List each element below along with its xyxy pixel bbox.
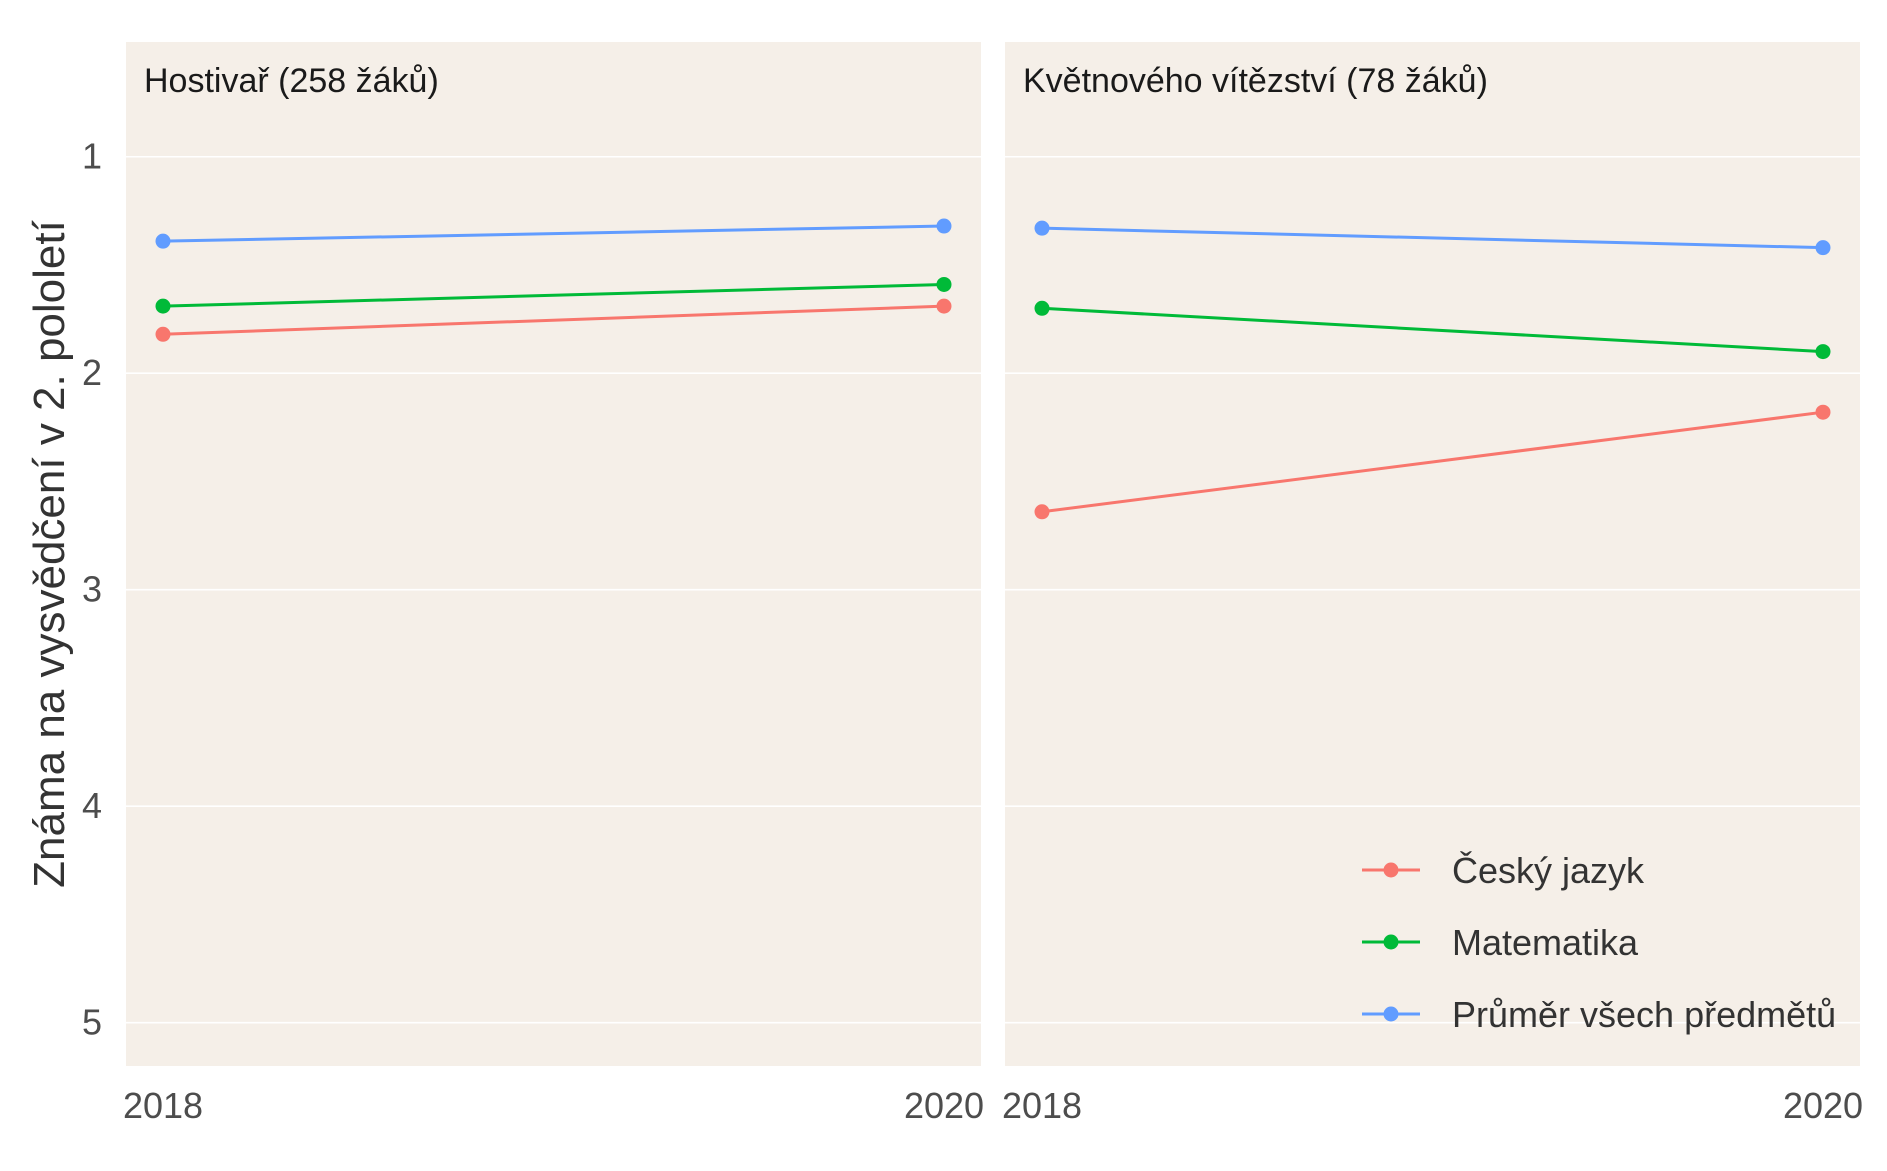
data-point-cesky-jazyk — [1815, 404, 1831, 420]
x-tick-label: 2018 — [1002, 1085, 1082, 1126]
data-point-matematika — [155, 298, 171, 314]
series-line-matematika — [1041, 306, 1824, 354]
data-point-matematika — [1034, 300, 1050, 316]
data-point-prumer-vsech-predmetu — [1034, 220, 1050, 236]
data-point-matematika — [1815, 344, 1831, 360]
y-tick-label: 1 — [82, 136, 102, 177]
series-line-matematika — [162, 282, 945, 308]
y-tick-label: 4 — [82, 785, 102, 826]
data-point-prumer-vsech-predmetu — [155, 233, 171, 249]
x-tick-label: 2020 — [1783, 1085, 1863, 1126]
legend-key-point — [1383, 1006, 1399, 1022]
panel-background — [1005, 42, 1860, 1066]
series-line-cesky-jazyk — [162, 304, 945, 336]
x-tick-label: 2018 — [123, 1085, 203, 1126]
data-point-prumer-vsech-predmetu — [1815, 240, 1831, 256]
legend-key-point — [1383, 862, 1399, 878]
panel-title: Květnového vítězství (78 žáků) — [1023, 62, 1488, 100]
y-tick-label: 5 — [82, 1002, 102, 1043]
y-tick-label: 2 — [82, 352, 102, 393]
y-tick-label: 3 — [82, 569, 102, 610]
data-point-cesky-jazyk — [936, 298, 952, 314]
series-line-prumer-vsech-predmetu — [162, 224, 945, 243]
series-line-cesky-jazyk — [1041, 410, 1824, 514]
panel-title: Hostivař (258 žáků) — [144, 62, 439, 100]
series-line-prumer-vsech-predmetu — [1041, 226, 1824, 250]
x-tick-label: 2020 — [904, 1085, 984, 1126]
panel-background — [126, 42, 981, 1066]
y-axis-title: Známa na vysvědčení v 2. pololetí — [25, 219, 74, 887]
legend-label: Průměr všech předmětů — [1452, 994, 1836, 1035]
data-point-matematika — [936, 276, 952, 292]
legend-label: Český jazyk — [1452, 850, 1645, 891]
data-point-prumer-vsech-predmetu — [936, 218, 952, 234]
legend-label: Matematika — [1452, 922, 1639, 963]
data-point-cesky-jazyk — [1034, 504, 1050, 520]
legend-key-point — [1383, 934, 1399, 950]
data-point-cesky-jazyk — [155, 326, 171, 342]
